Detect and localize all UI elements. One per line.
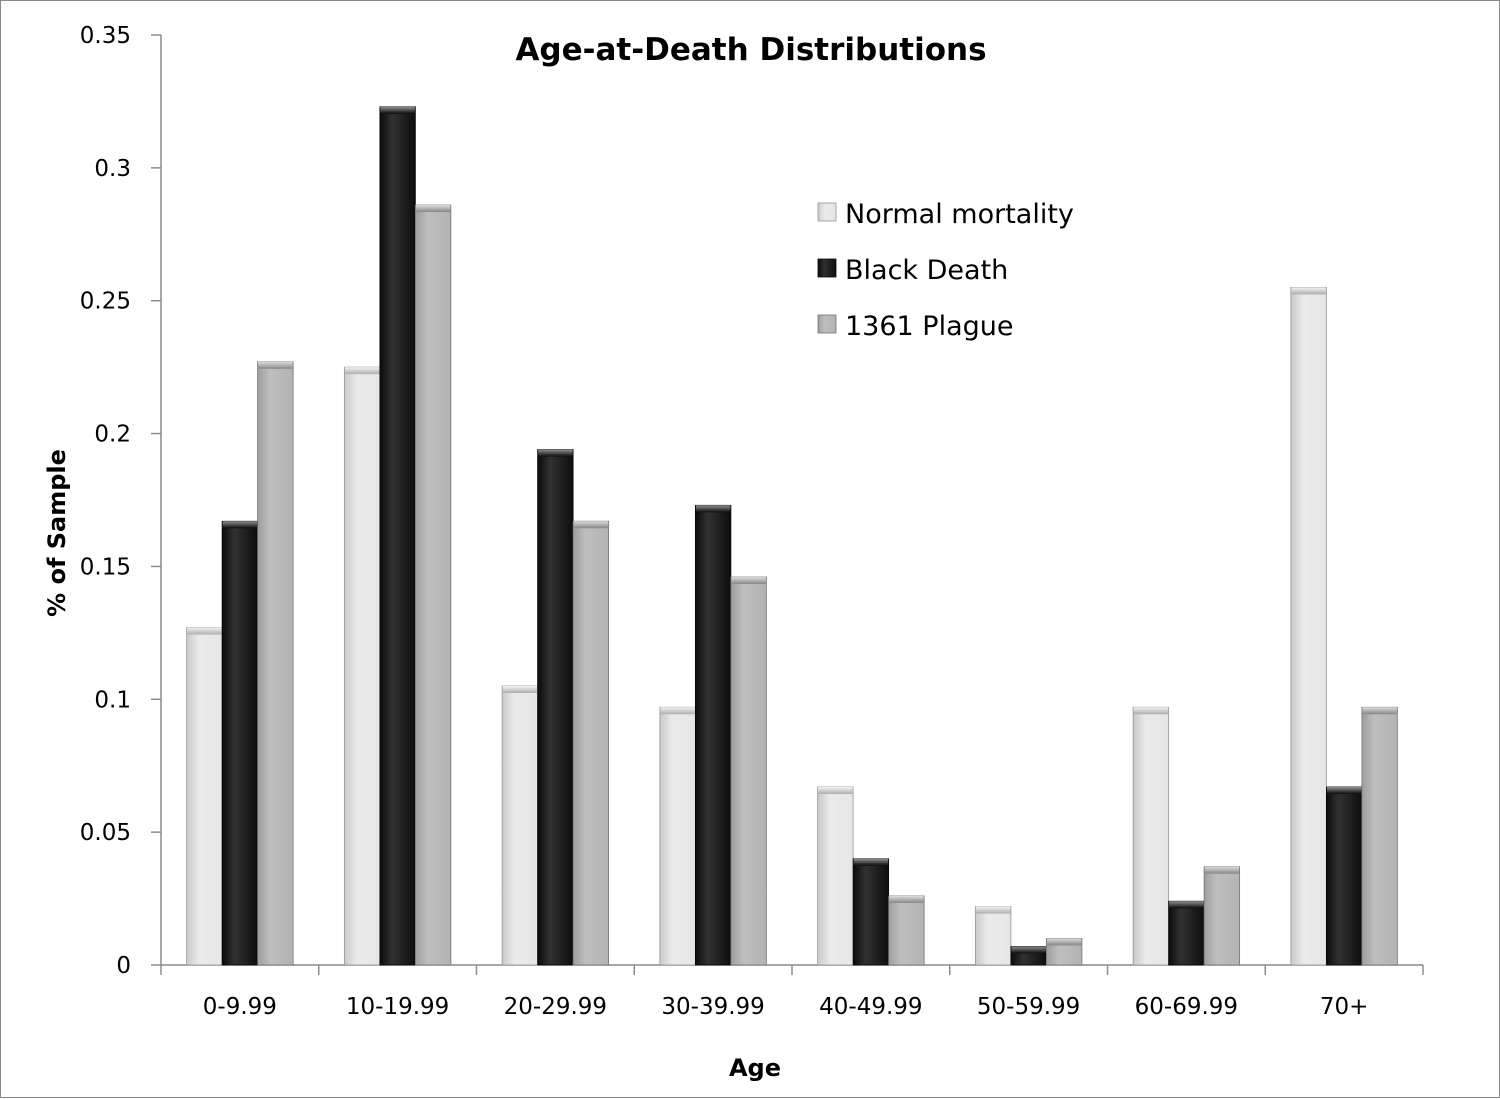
bar-normal-mortality xyxy=(817,786,854,966)
bar-black-death xyxy=(1168,900,1205,966)
bar-normal-mortality xyxy=(186,627,223,966)
x-tick-label: 60-69.99 xyxy=(1135,994,1238,1020)
y-axis-title: % of Sample xyxy=(43,449,71,617)
bar-black-death xyxy=(537,449,574,966)
y-tick-label: 0.1 xyxy=(94,687,131,713)
bar-1361-plague xyxy=(1045,938,1083,966)
legend-item: Normal mortality xyxy=(817,199,1074,230)
bar-normal-mortality xyxy=(501,685,539,966)
x-axis-title: Age xyxy=(729,1054,781,1082)
legend-label: Normal mortality xyxy=(845,199,1074,230)
bars xyxy=(186,106,1398,966)
x-tick-label: 40-49.99 xyxy=(819,994,922,1020)
x-tick-label: 50-59.99 xyxy=(977,994,1080,1020)
legend-swatch xyxy=(817,314,837,334)
y-tick-label: 0.15 xyxy=(80,554,131,580)
bar-normal-mortality xyxy=(1290,287,1327,966)
bar-normal-mortality xyxy=(343,366,381,966)
bar-black-death xyxy=(379,106,416,966)
bar-black-death xyxy=(1325,786,1363,966)
legend: Normal mortality Black Death 1361 Plague xyxy=(817,199,1074,342)
bar-normal-mortality xyxy=(659,706,696,966)
y-tick-label: 0.3 xyxy=(94,156,131,182)
y-tick-label: 0.25 xyxy=(80,289,131,315)
bar-black-death xyxy=(852,858,890,966)
x-tick-label: 20-29.99 xyxy=(504,994,607,1020)
x-tick-label: 70+ xyxy=(1320,994,1369,1020)
bar-1361-plague xyxy=(730,576,767,966)
y-tick-label: 0.35 xyxy=(80,23,131,49)
bar-1361-plague xyxy=(572,520,610,966)
bar-normal-mortality xyxy=(974,906,1012,966)
legend-item: Black Death xyxy=(817,255,1008,286)
x-tick-label: 10-19.99 xyxy=(346,994,449,1020)
legend-label: 1361 Plague xyxy=(845,311,1014,342)
axes: 0 0.05 0.1 0.15 0.2 0.25 0.3 0.35 0-9.99 10-19.99… xyxy=(80,23,1424,1020)
bar-black-death xyxy=(694,504,732,966)
x-tick-label: 30-39.99 xyxy=(661,994,764,1020)
legend-label: Black Death xyxy=(845,255,1008,286)
bar-1361-plague xyxy=(888,895,925,966)
bar-black-death xyxy=(1010,946,1047,966)
chart-title: Age-at-Death Distributions xyxy=(515,32,986,68)
legend-item: 1361 Plague xyxy=(817,311,1014,342)
bar-1361-plague xyxy=(257,361,294,966)
bar-1361-plague xyxy=(414,204,452,966)
bar-normal-mortality xyxy=(1132,706,1170,966)
bar-black-death xyxy=(221,520,259,966)
bar-1361-plague xyxy=(1361,706,1398,966)
legend-swatch xyxy=(817,202,837,222)
y-tick-label: 0 xyxy=(116,953,131,979)
y-tick-label: 0.2 xyxy=(94,422,131,448)
y-tick-label: 0.05 xyxy=(80,820,131,846)
x-tick-label: 0-9.99 xyxy=(203,994,277,1020)
bar-1361-plague xyxy=(1203,866,1241,966)
legend-swatch xyxy=(817,258,837,278)
